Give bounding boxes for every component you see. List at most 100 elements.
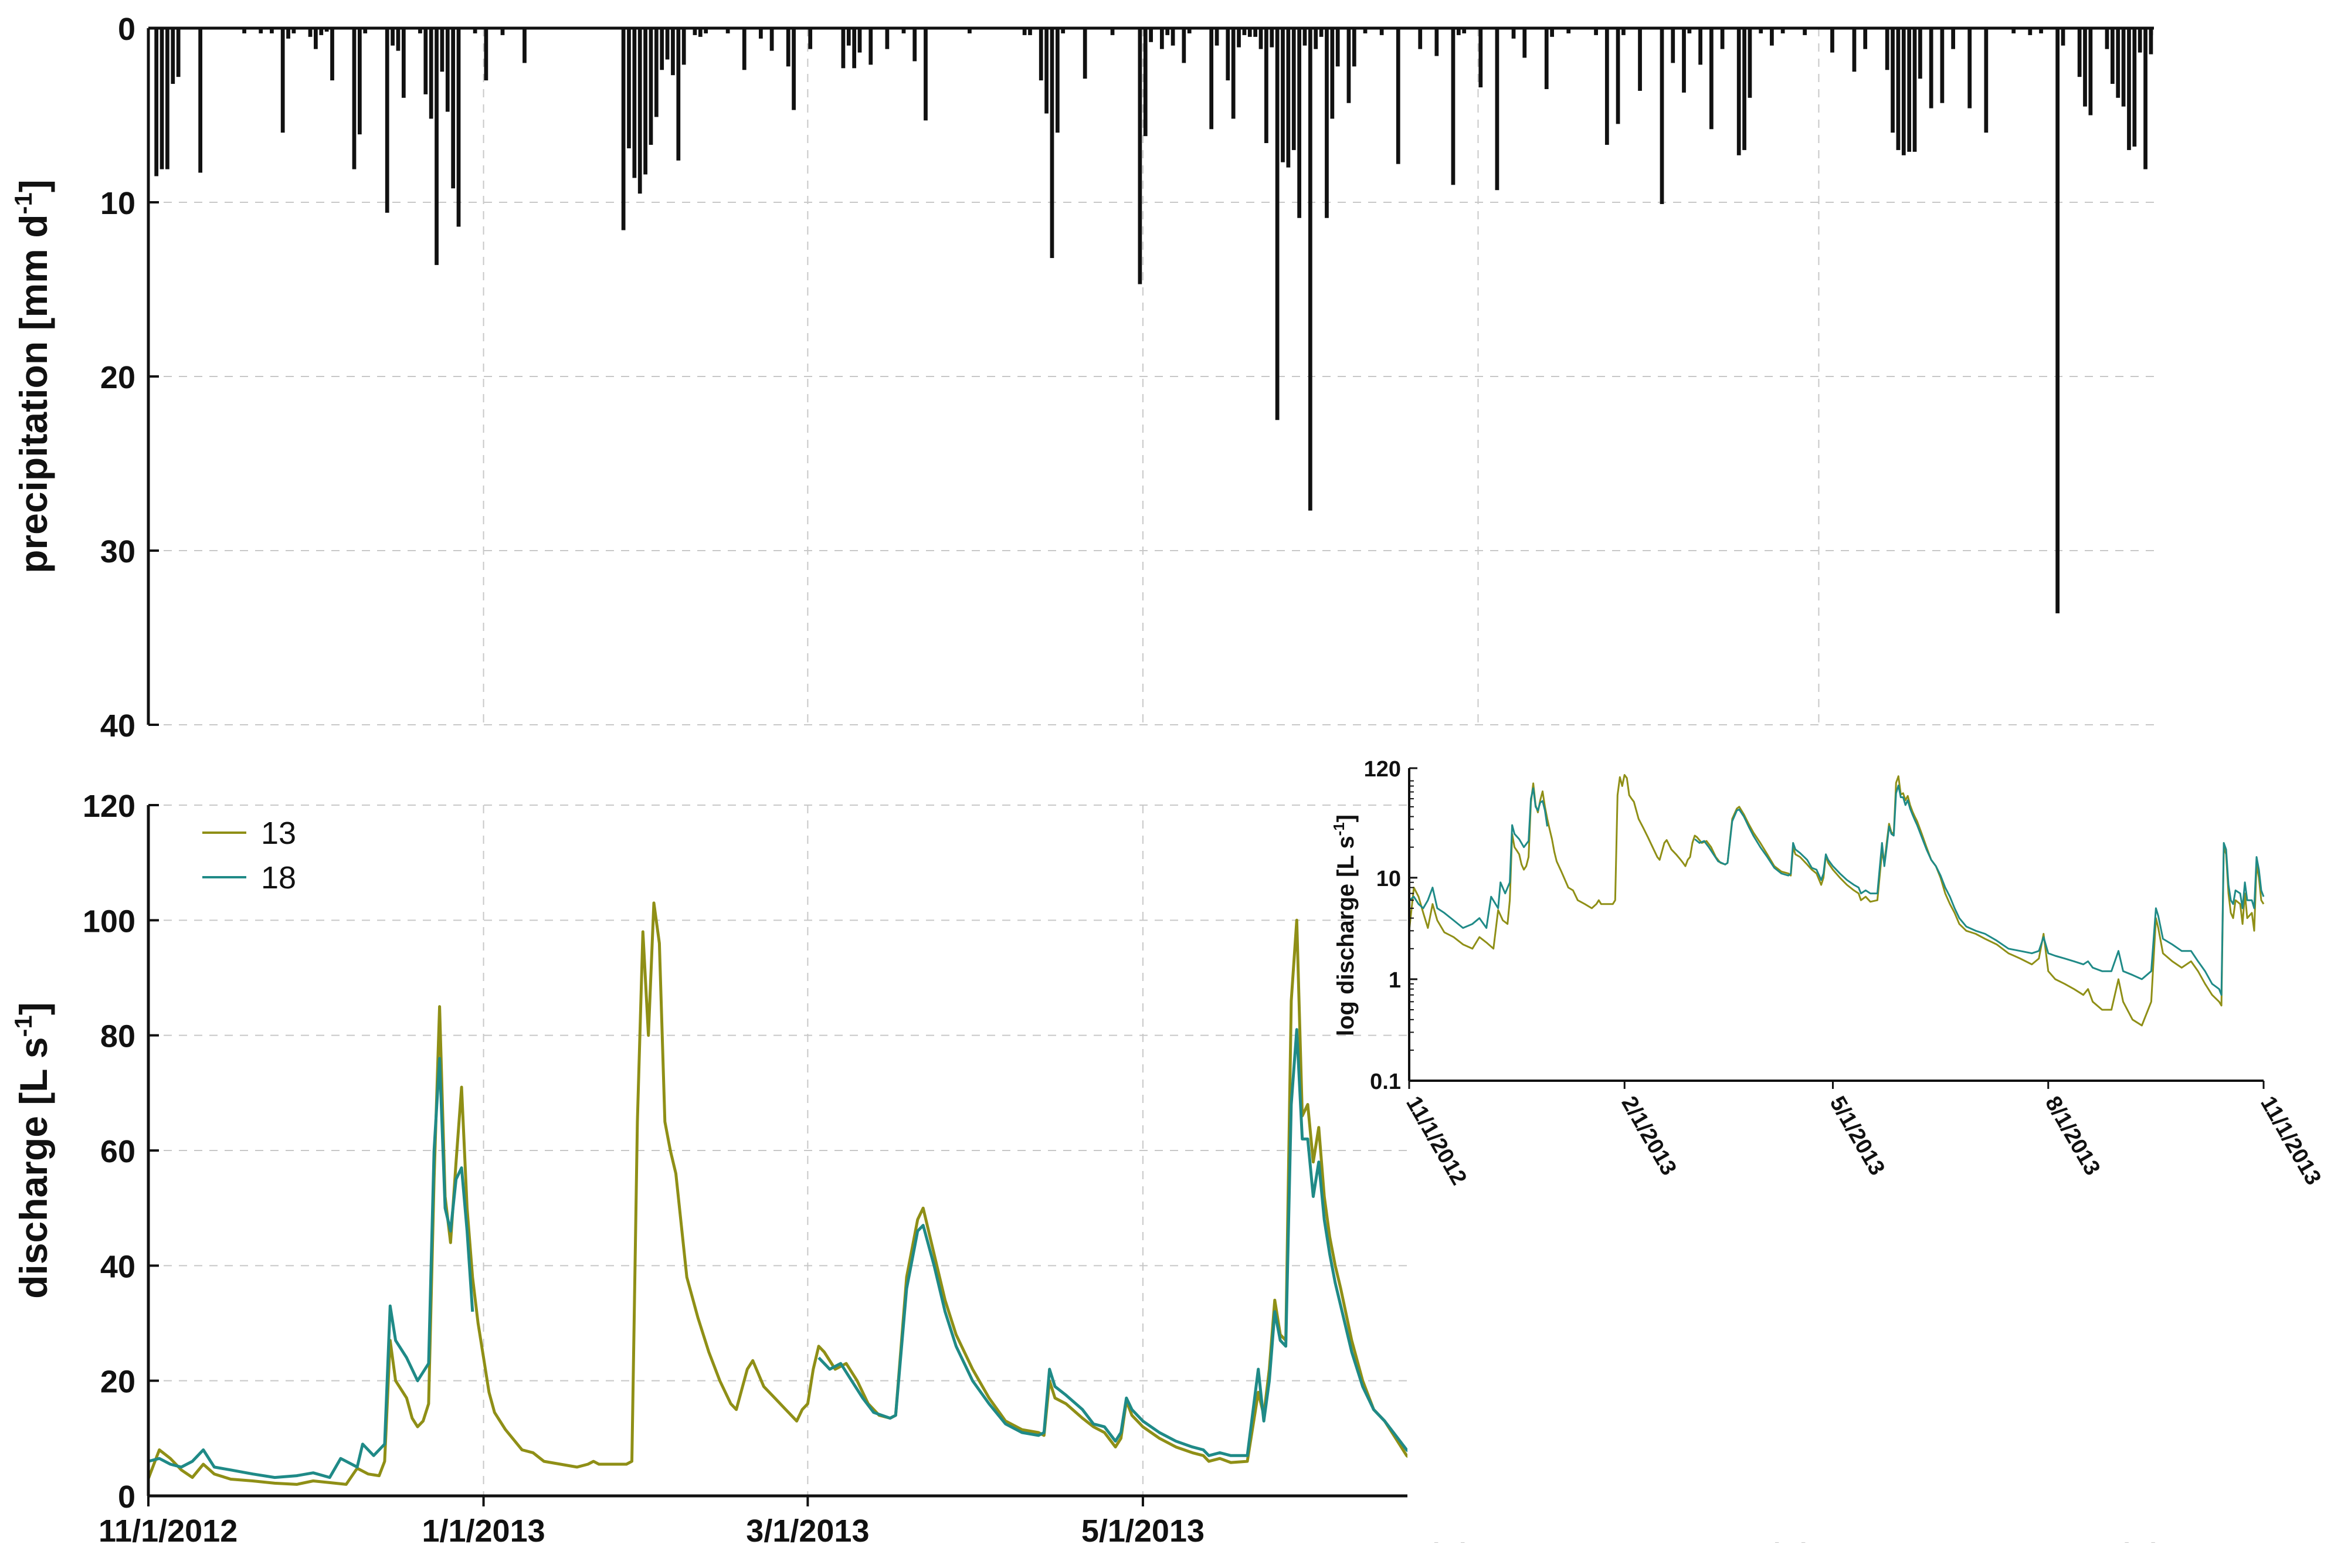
precipitation-bar (1742, 28, 1746, 150)
precipitation-bar (665, 28, 670, 60)
precipitation-bar (1687, 28, 1692, 33)
precipitation-bar (319, 28, 324, 35)
precipitation-bar (654, 28, 659, 117)
precipitation-bar (1456, 28, 1461, 35)
precipitation-bar (1852, 28, 1857, 72)
precipitation-bar (1544, 28, 1549, 89)
discharge-line-series-18 (148, 1057, 474, 1479)
precipitation-bar (1352, 28, 1356, 67)
precipitation-bar (1028, 28, 1032, 35)
precipitation-bar (1660, 28, 1664, 204)
precipitation-bar (1237, 28, 1241, 47)
precipitation-bar (1214, 28, 1219, 46)
precipitation-bar (1896, 28, 1901, 150)
precipitation-bar (435, 28, 439, 265)
precipitation-y-axis-label: precipitation [mm d-1] (9, 179, 55, 573)
precipitation-bar (852, 28, 857, 69)
precipitation-bar (308, 28, 313, 37)
precipitation-bar (1291, 28, 1296, 150)
precipitation-bar (423, 28, 428, 94)
inset-y-tick-label: 1 (1389, 968, 1401, 993)
precipitation-bar (725, 28, 730, 33)
precipitation-bar (445, 28, 450, 112)
precipitation-bar (270, 28, 274, 33)
discharge-legend: 13 18 (202, 816, 296, 895)
precipitation-bar (632, 28, 637, 178)
precipitation-bar (868, 28, 873, 65)
discharge-y-tick-label: 40 (100, 1249, 135, 1284)
precipitation-bar (2127, 28, 2131, 150)
precipitation-bar (1984, 28, 1989, 133)
precipitation-bar (637, 28, 642, 194)
precipitation-y-tick-label: 20 (100, 360, 135, 395)
precipitation-bar (1044, 28, 1049, 114)
precipitation-bar (456, 28, 461, 227)
precipitation-y-tick-label: 0 (118, 12, 135, 47)
precipitation-bar (901, 28, 906, 33)
precipitation-bar (627, 28, 631, 148)
precipitation-bar (1379, 28, 1384, 35)
precipitation-bar (1346, 28, 1351, 103)
precipitation-bar (1325, 28, 1329, 218)
precipitation-bar (198, 28, 203, 173)
precipitation-bar (2116, 28, 2121, 98)
precipitation-bar (2028, 28, 2033, 35)
precipitation-bar (1242, 28, 1247, 35)
precipitation-bar (523, 28, 527, 63)
precipitation-bar (1495, 28, 1499, 191)
precipitation-bar (1187, 28, 1192, 33)
precipitation-bar (160, 28, 164, 169)
precipitation-bar (2110, 28, 2115, 84)
precipitation-bar (1110, 28, 1115, 35)
precipitation-bar (1159, 28, 1164, 49)
precipitation-bar (391, 28, 395, 46)
precipitation-bar (2077, 28, 2082, 77)
precipitation-bar (357, 28, 362, 135)
precipitation-bar (2132, 28, 2137, 147)
precipitation-bar (363, 28, 368, 33)
precipitation-bar (621, 28, 626, 230)
precipitation-bar (1165, 28, 1170, 35)
precipitation-bar (1247, 28, 1252, 37)
discharge-x-tick-label: 11/1/2012 (99, 1513, 238, 1549)
precipitation-bar (681, 28, 686, 65)
precipitation-bar (1055, 28, 1060, 133)
precipitation-bar (1039, 28, 1043, 81)
precipitation-bar (1918, 28, 1922, 79)
precipitation-bar (1182, 28, 1186, 63)
precipitation-bar (259, 28, 263, 33)
precipitation-bar (649, 28, 653, 145)
legend-label-13: 13 (261, 816, 296, 851)
precipitation-bar (1803, 28, 1807, 35)
inset-background (1407, 762, 2299, 1542)
precipitation-bar (1638, 28, 1642, 91)
precipitation-bar (786, 28, 790, 67)
precipitation-bar (1907, 28, 1912, 152)
precipitation-bar (1616, 28, 1620, 124)
precipitation-bar (1143, 28, 1148, 137)
inset-y-ticks: 0.1 1 10 120 (1364, 757, 1417, 1094)
precipitation-bar (742, 28, 747, 70)
precipitation-bar (1462, 28, 1467, 33)
precipitation-bar (2011, 28, 2016, 33)
inset-y-axis-label: log discharge [L s-1] (1330, 814, 1359, 1036)
precipitation-bar (2083, 28, 2087, 107)
precipitation-bar (2149, 28, 2153, 55)
precipitation-bar (1396, 28, 1400, 164)
precipitation-bar (1319, 28, 1324, 37)
precipitation-panel: 0 10 20 30 40 precipitation [mm d-1] (9, 12, 2154, 744)
precipitation-bar (846, 28, 851, 46)
precipitation-bar (1550, 28, 1554, 37)
precipitation-bar (1418, 28, 1423, 49)
precipitation-bar (418, 28, 422, 33)
precipitation-bar (660, 28, 664, 70)
precipitation-bar (924, 28, 928, 121)
precipitation-bars (154, 28, 2153, 613)
discharge-x-tick-label: 1/1/2013 (422, 1513, 545, 1549)
discharge-x-tick-label: 3/1/2013 (746, 1513, 869, 1549)
precipitation-bar (291, 28, 296, 33)
precipitation-bar (1226, 28, 1230, 81)
precipitation-bar (1951, 28, 1955, 49)
precipitation-bar (1209, 28, 1214, 130)
